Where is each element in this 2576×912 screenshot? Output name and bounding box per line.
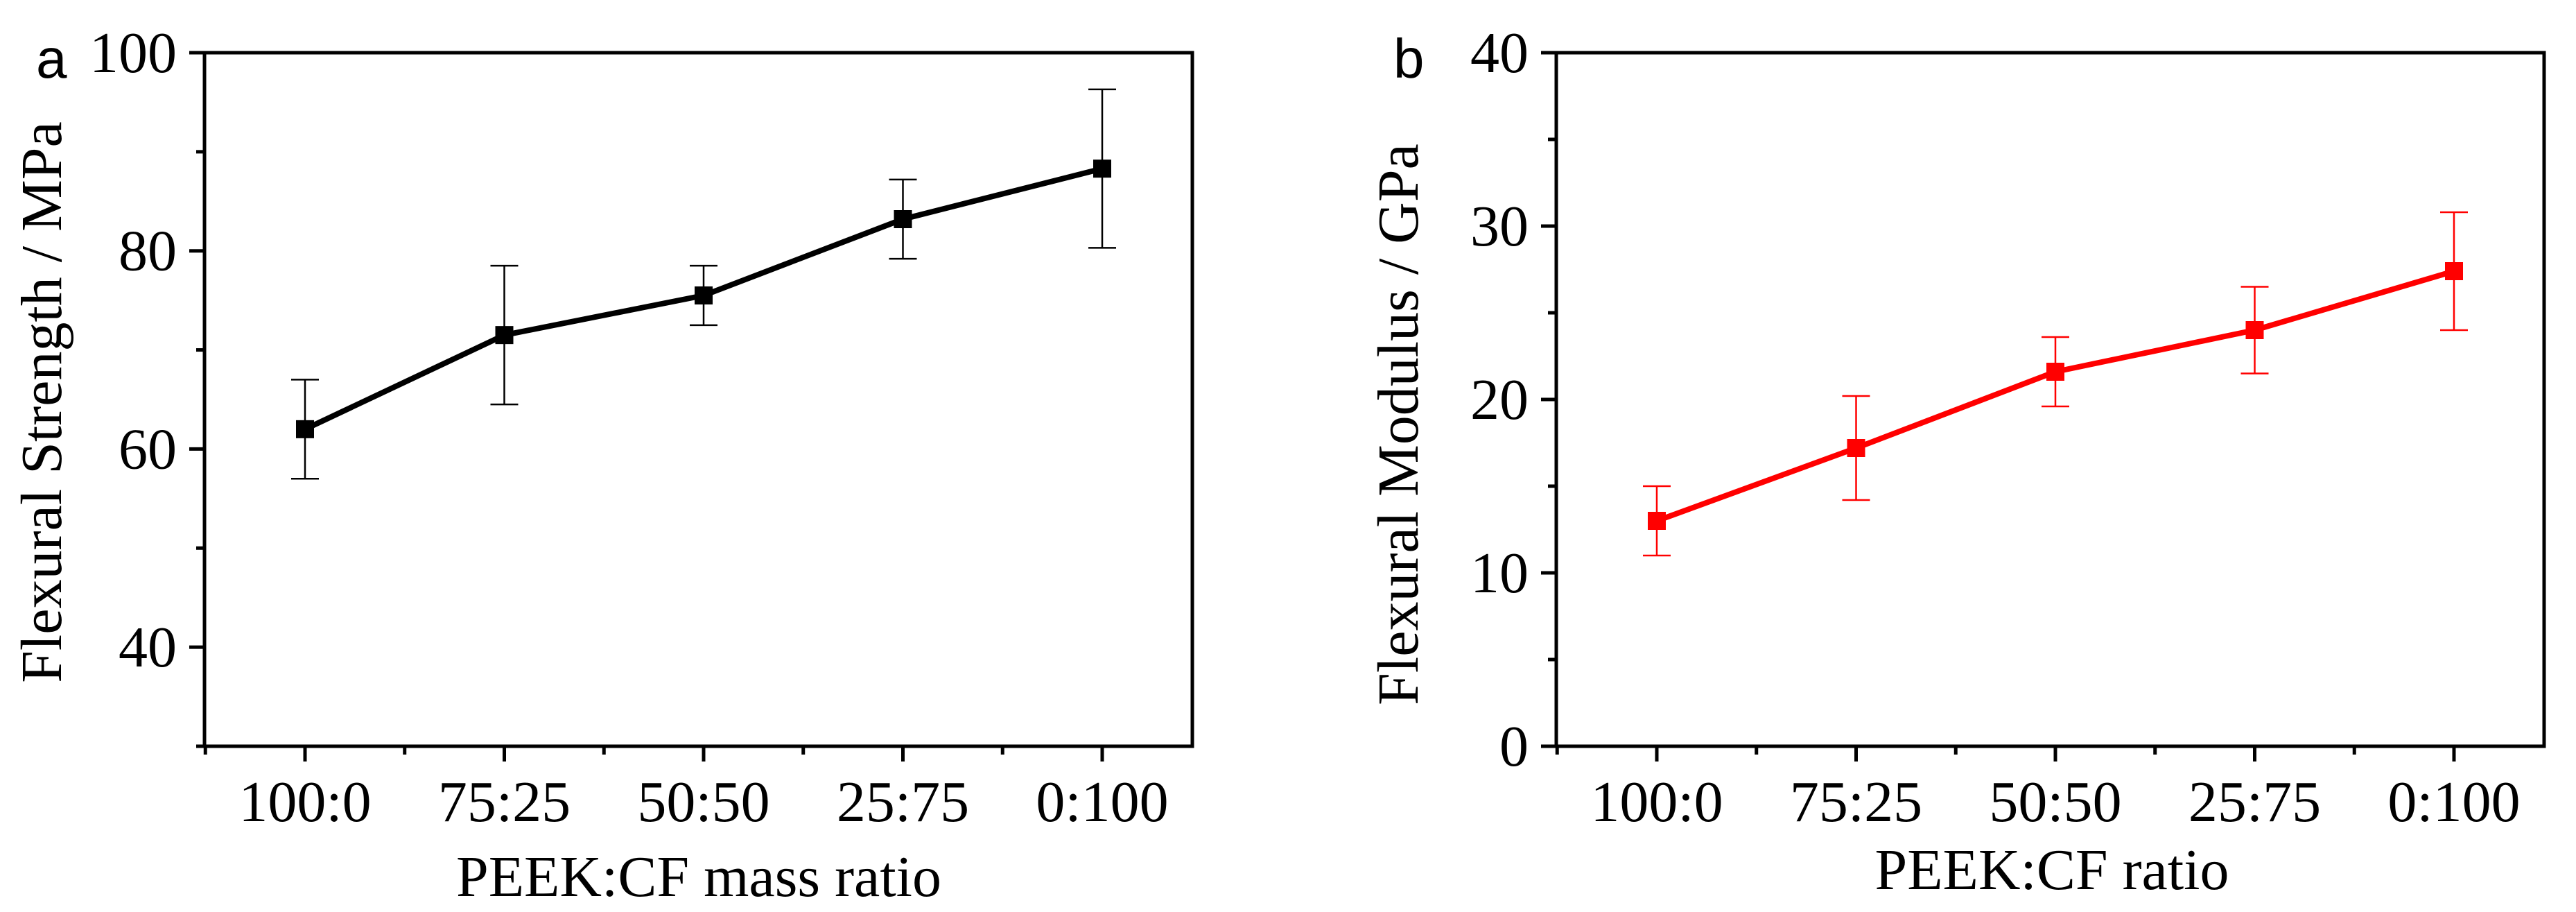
- panel-a-xtick-label-4: 0:100: [1036, 770, 1168, 834]
- panel-b-ytick-label-0: 0: [1499, 714, 1529, 779]
- panel-a-ytick-label-60: 60: [119, 417, 177, 481]
- panel-b-chart: b Flexural Modulus / GPa PEEK:CF ratio 0…: [1366, 21, 2546, 902]
- panel-b-xtick-label-0: 100:0: [1590, 770, 1723, 834]
- panel-b-point-4: [2445, 262, 2463, 280]
- panel-b-y-axis-title: Flexural Modulus / GPa: [1366, 144, 1431, 705]
- panel-b-letter: b: [1393, 28, 1425, 89]
- panel-b-xtick-label-4: 0:100: [2387, 770, 2520, 834]
- panel-a-xtick-label-3: 25:75: [837, 770, 969, 834]
- panel-a-tick-marks: [189, 51, 1104, 762]
- panel-a-plot-frame: [202, 51, 1194, 748]
- panel-b-markers: [1648, 262, 2463, 530]
- panel-b-x-tick-labels: 100:0 75:25 50:50 25:75 0:100: [1590, 770, 2520, 834]
- panel-a-ytick-label-100: 100: [89, 21, 177, 85]
- panel-b-y-tick-labels: 0 10 20 30 40: [1470, 21, 1529, 779]
- panel-a-point-1: [495, 326, 514, 345]
- panel-a-letter: a: [36, 28, 67, 89]
- panel-b-ytick-label-30: 30: [1470, 194, 1529, 259]
- panel-a-point-2: [695, 286, 713, 304]
- panel-a-point-3: [894, 210, 912, 228]
- panel-a-error-bars: [291, 88, 1116, 480]
- panel-a-ytick-label-40: 40: [119, 615, 177, 680]
- panel-a-xtick-label-0: 100:0: [238, 770, 371, 834]
- panel-a-point-0: [296, 420, 314, 438]
- panel-b-x-axis-title: PEEK:CF ratio: [1874, 838, 2229, 902]
- panel-b-xtick-label-3: 25:75: [2188, 770, 2321, 834]
- panel-a-markers: [296, 160, 1111, 438]
- panel-a-ytick-label-80: 80: [119, 219, 177, 284]
- panel-b-plot-frame: [1554, 51, 2546, 748]
- panel-b-ytick-label-10: 10: [1470, 541, 1529, 605]
- panel-b-xtick-label-2: 50:50: [1989, 770, 2121, 834]
- panel-a-chart: a Flexural Strength / MPa PEEK:CF mass r…: [10, 21, 1194, 909]
- panel-b-tick-marks: [1541, 51, 2456, 762]
- panel-b-point-3: [2245, 321, 2264, 339]
- panel-b-error-bars: [1643, 211, 2468, 557]
- panel-a-xtick-label-2: 50:50: [637, 770, 769, 834]
- panel-b-point-1: [1847, 439, 1865, 457]
- panel-b-ytick-label-40: 40: [1470, 21, 1529, 85]
- panel-b-xtick-label-1: 75:25: [1790, 770, 1922, 834]
- panel-b-ytick-label-20: 20: [1470, 368, 1529, 432]
- panel-a-xtick-label-1: 75:25: [438, 770, 571, 834]
- panel-b-point-0: [1648, 512, 1666, 530]
- panel-b-point-2: [2046, 363, 2064, 381]
- panel-a-point-4: [1093, 160, 1111, 178]
- panel-a-y-axis-title: Flexural Strength / MPa: [10, 121, 74, 683]
- panel-a-x-tick-labels: 100:0 75:25 50:50 25:75 0:100: [238, 770, 1168, 834]
- panel-a-y-tick-labels: 40 60 80 100: [89, 21, 177, 680]
- panel-a-x-axis-title: PEEK:CF mass ratio: [456, 845, 941, 909]
